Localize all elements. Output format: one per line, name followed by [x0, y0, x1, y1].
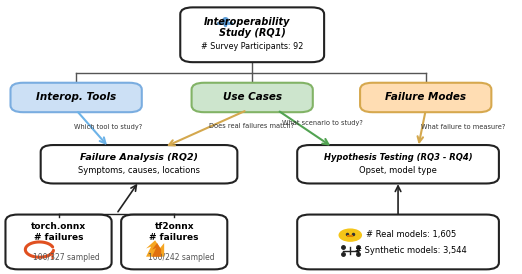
Text: Hypothesis Testing (RQ3 - RQ4): Hypothesis Testing (RQ3 - RQ4): [324, 153, 472, 162]
Text: Study (RQ1): Study (RQ1): [219, 28, 286, 38]
FancyBboxPatch shape: [5, 215, 112, 269]
Text: 100/242 sampled: 100/242 sampled: [148, 253, 215, 262]
FancyBboxPatch shape: [41, 145, 238, 184]
Text: Failure Analysis (RQ2): Failure Analysis (RQ2): [80, 153, 198, 162]
Polygon shape: [152, 243, 161, 257]
Text: Opset, model type: Opset, model type: [359, 166, 437, 175]
Text: Interoperability: Interoperability: [204, 17, 290, 27]
Text: tf2onnx: tf2onnx: [155, 222, 194, 231]
Text: # failures: # failures: [149, 233, 199, 242]
FancyBboxPatch shape: [10, 83, 142, 112]
Text: Which tool to study?: Which tool to study?: [74, 124, 142, 130]
Circle shape: [339, 229, 361, 241]
FancyBboxPatch shape: [192, 83, 313, 112]
Text: # failures: # failures: [34, 233, 84, 242]
Text: Symptoms, causes, locations: Symptoms, causes, locations: [78, 166, 200, 175]
FancyBboxPatch shape: [297, 215, 499, 269]
Text: torch.onnx: torch.onnx: [31, 222, 86, 231]
FancyBboxPatch shape: [121, 215, 227, 269]
Polygon shape: [146, 240, 164, 257]
FancyBboxPatch shape: [297, 145, 499, 184]
Text: Use Cases: Use Cases: [223, 92, 282, 102]
FancyBboxPatch shape: [180, 7, 324, 62]
Text: Failure Modes: Failure Modes: [385, 92, 466, 102]
Text: 100/327 sampled: 100/327 sampled: [33, 253, 100, 262]
Text: # Survey Participants: 92: # Survey Participants: 92: [201, 42, 303, 51]
Text: # Synthetic models: 3,544: # Synthetic models: 3,544: [355, 246, 467, 255]
Text: Does real failures match?: Does real failures match?: [209, 123, 294, 129]
Text: # Real models: 1,605: # Real models: 1,605: [365, 230, 456, 239]
FancyBboxPatch shape: [360, 83, 491, 112]
Text: What failure to measure?: What failure to measure?: [421, 124, 505, 130]
Text: Interop. Tools: Interop. Tools: [36, 92, 116, 102]
Text: What scenario to study?: What scenario to study?: [282, 120, 363, 126]
